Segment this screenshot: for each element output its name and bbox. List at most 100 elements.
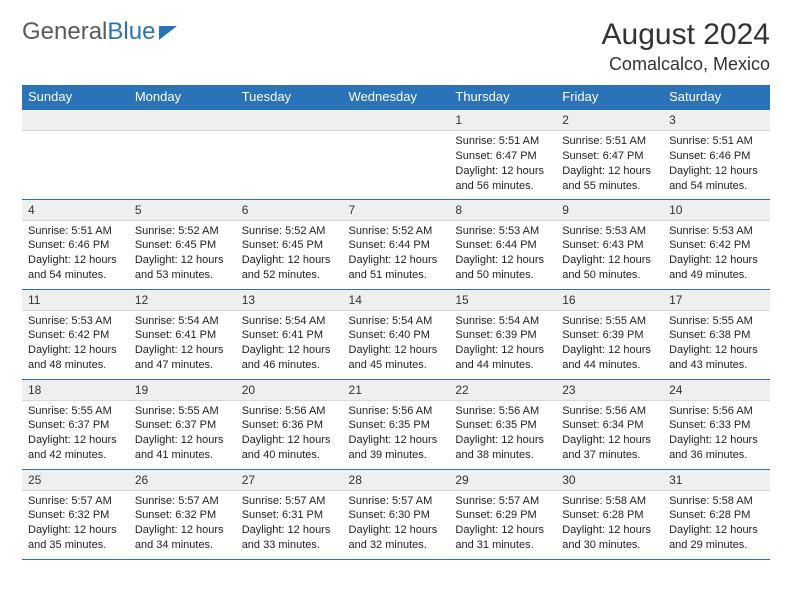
day-line: Sunrise: 5:51 AM [562,134,657,149]
calendar-day-cell: 20Sunrise: 5:56 AMSunset: 6:36 PMDayligh… [236,379,343,469]
day-details: Sunrise: 5:54 AMSunset: 6:39 PMDaylight:… [449,311,556,378]
calendar-day-cell: 8Sunrise: 5:53 AMSunset: 6:44 PMDaylight… [449,199,556,289]
calendar-week-row: 25Sunrise: 5:57 AMSunset: 6:32 PMDayligh… [22,469,770,559]
day-line: Sunrise: 5:57 AM [242,494,337,509]
calendar-day-cell [236,109,343,199]
logo-triangle-icon [159,26,177,40]
weekday-header: Monday [129,85,236,109]
location: Comalcalco, Mexico [602,54,770,75]
day-line: Sunrise: 5:51 AM [455,134,550,149]
day-line: Sunset: 6:28 PM [669,508,764,523]
day-line: Sunrise: 5:54 AM [455,314,550,329]
day-line: Sunrise: 5:53 AM [28,314,123,329]
day-line: Sunset: 6:36 PM [242,418,337,433]
day-line: and 49 minutes. [669,268,764,283]
day-line: Daylight: 12 hours [562,343,657,358]
calendar-day-cell: 22Sunrise: 5:56 AMSunset: 6:35 PMDayligh… [449,379,556,469]
day-number-empty [236,110,343,131]
day-number: 29 [449,470,556,491]
day-number: 11 [22,290,129,311]
calendar-day-cell: 2Sunrise: 5:51 AMSunset: 6:47 PMDaylight… [556,109,663,199]
day-number: 31 [663,470,770,491]
day-line: Sunrise: 5:56 AM [455,404,550,419]
calendar-week-row: 11Sunrise: 5:53 AMSunset: 6:42 PMDayligh… [22,289,770,379]
day-line: and 50 minutes. [562,268,657,283]
day-number: 24 [663,380,770,401]
day-details: Sunrise: 5:58 AMSunset: 6:28 PMDaylight:… [556,491,663,558]
day-details: Sunrise: 5:53 AMSunset: 6:43 PMDaylight:… [556,221,663,288]
day-line: Daylight: 12 hours [28,253,123,268]
day-line: Sunrise: 5:52 AM [242,224,337,239]
day-line: Sunset: 6:32 PM [28,508,123,523]
day-line: and 53 minutes. [135,268,230,283]
day-line: Sunrise: 5:55 AM [669,314,764,329]
day-line: Daylight: 12 hours [135,433,230,448]
day-line: Sunrise: 5:54 AM [242,314,337,329]
calendar-day-cell: 25Sunrise: 5:57 AMSunset: 6:32 PMDayligh… [22,469,129,559]
day-line: and 41 minutes. [135,448,230,463]
weekday-header: Saturday [663,85,770,109]
day-line: Daylight: 12 hours [28,343,123,358]
calendar-week-row: 4Sunrise: 5:51 AMSunset: 6:46 PMDaylight… [22,199,770,289]
day-line: and 40 minutes. [242,448,337,463]
calendar-day-cell [129,109,236,199]
weekday-header: Tuesday [236,85,343,109]
weekday-header: Sunday [22,85,129,109]
day-line: Sunrise: 5:58 AM [562,494,657,509]
calendar-day-cell: 26Sunrise: 5:57 AMSunset: 6:32 PMDayligh… [129,469,236,559]
day-details: Sunrise: 5:53 AMSunset: 6:42 PMDaylight:… [22,311,129,378]
day-details: Sunrise: 5:54 AMSunset: 6:41 PMDaylight:… [129,311,236,378]
weekday-header: Friday [556,85,663,109]
day-line: Sunset: 6:42 PM [28,328,123,343]
calendar-day-cell: 21Sunrise: 5:56 AMSunset: 6:35 PMDayligh… [343,379,450,469]
day-line: Sunset: 6:33 PM [669,418,764,433]
day-line: Sunrise: 5:54 AM [349,314,444,329]
day-details: Sunrise: 5:56 AMSunset: 6:33 PMDaylight:… [663,401,770,468]
day-number: 6 [236,200,343,221]
day-line: and 45 minutes. [349,358,444,373]
day-line: Daylight: 12 hours [669,343,764,358]
day-line: Sunset: 6:47 PM [562,149,657,164]
weekday-header: Wednesday [343,85,450,109]
day-details: Sunrise: 5:55 AMSunset: 6:37 PMDaylight:… [129,401,236,468]
day-line: Sunset: 6:46 PM [669,149,764,164]
day-line: Daylight: 12 hours [669,253,764,268]
day-line: Daylight: 12 hours [242,433,337,448]
day-line: Sunrise: 5:56 AM [562,404,657,419]
calendar-day-cell: 31Sunrise: 5:58 AMSunset: 6:28 PMDayligh… [663,469,770,559]
calendar-day-cell: 23Sunrise: 5:56 AMSunset: 6:34 PMDayligh… [556,379,663,469]
day-line: and 56 minutes. [455,179,550,194]
calendar-head: SundayMondayTuesdayWednesdayThursdayFrid… [22,85,770,109]
day-line: and 32 minutes. [349,538,444,553]
header: GeneralBlue August 2024 Comalcalco, Mexi… [22,18,770,75]
calendar-table: SundayMondayTuesdayWednesdayThursdayFrid… [22,85,770,560]
calendar-day-cell: 24Sunrise: 5:56 AMSunset: 6:33 PMDayligh… [663,379,770,469]
day-details: Sunrise: 5:58 AMSunset: 6:28 PMDaylight:… [663,491,770,558]
day-number-empty [343,110,450,131]
day-line: Daylight: 12 hours [669,433,764,448]
day-number: 22 [449,380,556,401]
day-line: Sunrise: 5:58 AM [669,494,764,509]
day-details: Sunrise: 5:52 AMSunset: 6:45 PMDaylight:… [129,221,236,288]
day-line: Daylight: 12 hours [242,343,337,358]
day-line: and 38 minutes. [455,448,550,463]
day-number: 4 [22,200,129,221]
calendar-day-cell: 4Sunrise: 5:51 AMSunset: 6:46 PMDaylight… [22,199,129,289]
day-line: and 37 minutes. [562,448,657,463]
day-line: Sunset: 6:44 PM [349,238,444,253]
calendar-day-cell: 5Sunrise: 5:52 AMSunset: 6:45 PMDaylight… [129,199,236,289]
day-line: Daylight: 12 hours [455,343,550,358]
day-line: Sunset: 6:39 PM [455,328,550,343]
day-number-empty [129,110,236,131]
day-details: Sunrise: 5:53 AMSunset: 6:44 PMDaylight:… [449,221,556,288]
calendar-day-cell: 17Sunrise: 5:55 AMSunset: 6:38 PMDayligh… [663,289,770,379]
day-number: 20 [236,380,343,401]
calendar-body: 1Sunrise: 5:51 AMSunset: 6:47 PMDaylight… [22,109,770,559]
day-line: Sunrise: 5:52 AM [135,224,230,239]
day-details: Sunrise: 5:57 AMSunset: 6:30 PMDaylight:… [343,491,450,558]
day-line: and 31 minutes. [455,538,550,553]
day-line: Daylight: 12 hours [562,523,657,538]
day-number: 2 [556,110,663,131]
day-line: Sunrise: 5:53 AM [562,224,657,239]
calendar-day-cell: 13Sunrise: 5:54 AMSunset: 6:41 PMDayligh… [236,289,343,379]
